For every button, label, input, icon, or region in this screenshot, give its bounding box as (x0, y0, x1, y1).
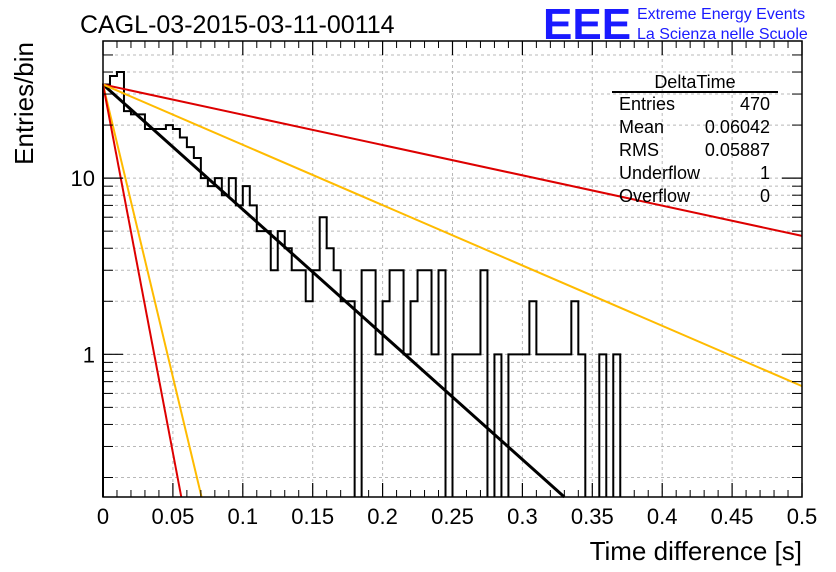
reference-line (102, 84, 203, 498)
x-tick-label: 0.1 (228, 504, 259, 529)
x-tick-label: 0.4 (647, 504, 678, 529)
y-tick-label: 10 (71, 166, 95, 191)
x-tick-label: 0.05 (151, 504, 194, 529)
reference-line (102, 84, 183, 498)
fit-lines (102, 83, 803, 499)
stats-label-underflow: Underflow (619, 163, 701, 183)
x-tick-label: 0.15 (291, 504, 334, 529)
x-tick-label: 0.45 (711, 504, 754, 529)
stats-label-overflow: Overflow (619, 186, 691, 206)
stats-label-entries: Entries (619, 94, 675, 114)
y-tick-label: 1 (83, 342, 95, 367)
y-axis-label: Entries/bin (9, 42, 39, 165)
histogram-outline (102, 71, 622, 497)
stats-value-rms: 0.05887 (705, 140, 770, 160)
brand-line-1: Extreme Energy Events (637, 6, 805, 23)
x-tick-label: 0.3 (507, 504, 538, 529)
run-title: CAGL-03-2015-03-11-00114 (80, 11, 395, 39)
reference-line (102, 83, 803, 388)
stats-value-entries: 470 (740, 94, 770, 114)
stats-label-rms: RMS (619, 140, 659, 160)
reference-line (102, 83, 803, 237)
stats-title: DeltaTime (654, 72, 735, 92)
brand-line-2: La Scienza nelle Scuole (637, 26, 808, 43)
x-tick-label: 0.5 (787, 504, 818, 529)
stats-box: DeltaTime Entries 470 Mean 0.06042 RMS 0… (612, 72, 778, 206)
x-tick-label: 0 (97, 504, 109, 529)
histogram-bars (102, 71, 622, 497)
x-tick-label: 0.2 (367, 504, 398, 529)
x-tick-label: 0.35 (571, 504, 614, 529)
x-tick-label: 0.25 (431, 504, 474, 529)
stats-value-mean: 0.06042 (705, 117, 770, 137)
stats-value-overflow: 0 (760, 186, 770, 206)
x-axis-label: Time difference [s] (590, 536, 802, 566)
fit-line (102, 83, 566, 499)
stats-value-underflow: 1 (760, 163, 770, 183)
stats-label-mean: Mean (619, 117, 664, 137)
